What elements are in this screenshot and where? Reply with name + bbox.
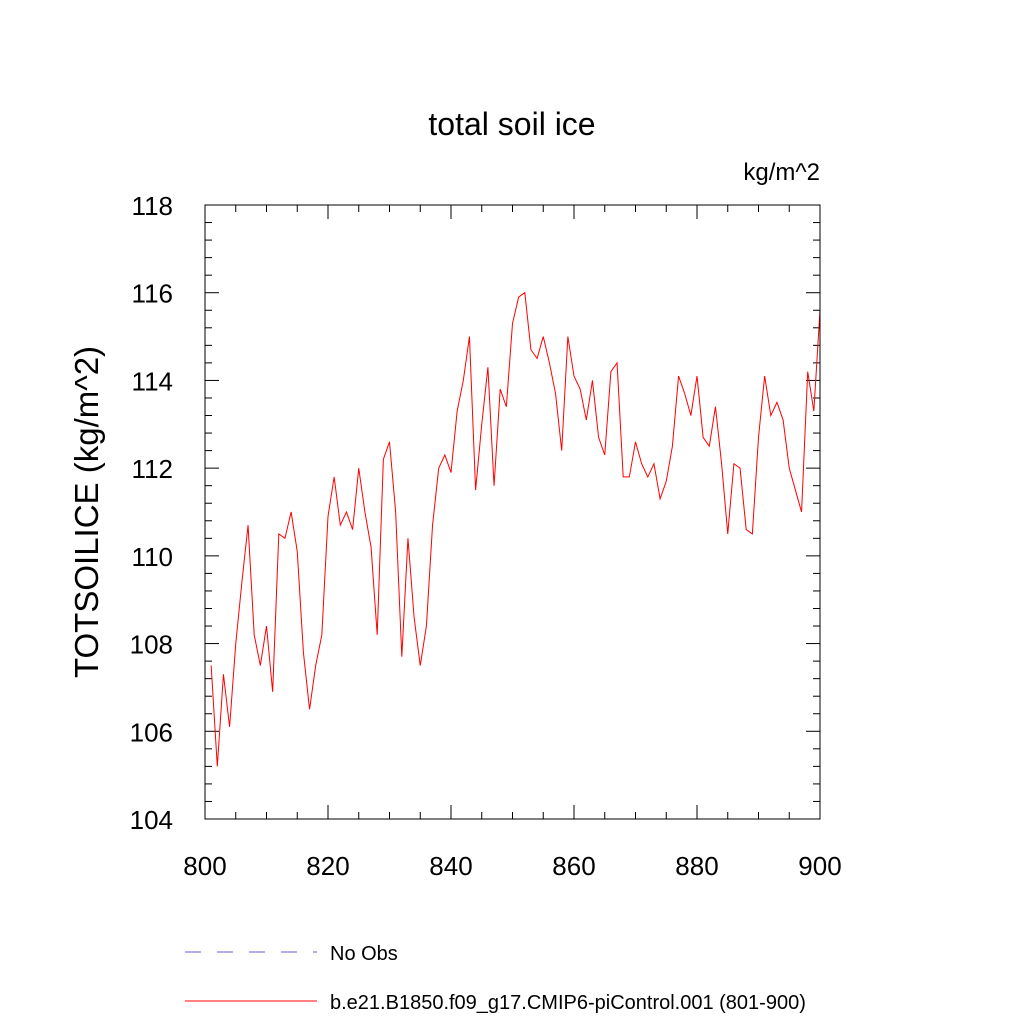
y-tick-label: 112 xyxy=(132,454,173,484)
x-tick-label: 900 xyxy=(798,851,841,881)
x-tick-label: 800 xyxy=(183,851,226,881)
tick-labels: 800 820 840 860 880 900 104 106 108 110 112 114 116 1… xyxy=(130,191,842,881)
y-tick-label: 110 xyxy=(132,542,173,572)
plot-frame xyxy=(204,204,821,820)
x-tick-label: 880 xyxy=(675,851,718,881)
legend-label-no-obs: No Obs xyxy=(330,943,398,965)
y-tick-label: 104 xyxy=(130,805,173,835)
y-axis-label: TOTSOILICE (kg/m^2) xyxy=(68,346,105,678)
axis-ticks xyxy=(204,204,821,820)
x-tick-label: 840 xyxy=(429,851,472,881)
y-tick-label: 118 xyxy=(132,191,173,221)
y-tick-label: 114 xyxy=(132,366,173,396)
x-tick-label: 860 xyxy=(552,851,595,881)
legend: No Obs b.e21.B1850.f09_g17.CMIP6-piContr… xyxy=(185,943,806,1014)
y-tick-label: 108 xyxy=(130,630,173,660)
legend-label-picontrol: b.e21.B1850.f09_g17.CMIP6-piControl.001 … xyxy=(330,992,806,1014)
y-tick-label: 106 xyxy=(130,717,173,747)
series-lines xyxy=(210,291,821,767)
series-line-picontrol xyxy=(210,291,821,767)
y-tick-label: 116 xyxy=(132,279,173,309)
units-label: kg/m^2 xyxy=(743,159,820,186)
x-tick-label: 820 xyxy=(306,851,349,881)
chart-title: total soil ice xyxy=(428,106,595,142)
